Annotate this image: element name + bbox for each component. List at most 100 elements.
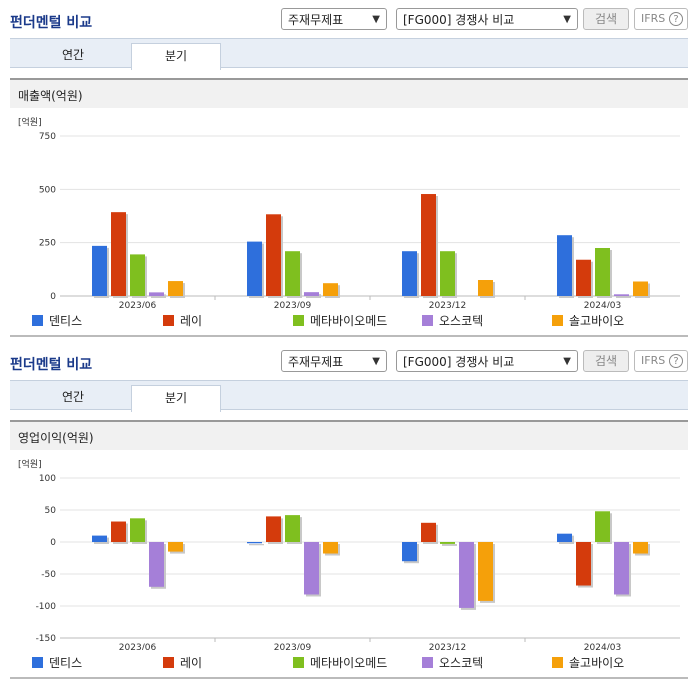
bar [557,235,572,296]
bar [633,281,648,296]
bar [402,542,417,562]
legend-swatch [422,315,433,326]
search-button[interactable]: 검색 [583,8,629,30]
legend-item[interactable]: 오스코텍 [422,654,483,671]
bar [440,542,455,544]
bar [285,515,300,542]
ifrs-label: IFRS [641,354,666,367]
bar [614,294,629,296]
bar [111,521,126,542]
bar [285,251,300,296]
legend-swatch [163,657,174,668]
x-tick-label: 2024/03 [584,643,621,650]
legend-swatch [552,657,563,668]
panel-revenue: 펀더멘털 비교 주재무제표 ▼ [FG000] 경쟁사 비교 ▼ 검색 IFRS… [0,0,696,337]
bar [149,542,164,587]
search-button[interactable]: 검색 [583,350,629,372]
comparison-select-value: [FG000] 경쟁사 비교 [403,13,515,27]
tab-annual[interactable]: 연간 [61,48,85,62]
bar [421,194,436,296]
legend-label: 덴티스 [49,314,83,328]
legend-label: 레이 [180,656,203,670]
bar [478,542,493,601]
x-tick-label: 2023/12 [429,301,466,308]
y-tick-label: 0 [50,538,56,548]
legend-item[interactable]: 메타바이오메드 [293,312,387,329]
bar [304,542,319,595]
legend-label: 메타바이오메드 [310,314,388,328]
revenue-bar-chart: [억원] 0 250 500 750 2023/06 2023/09 2023/12 2024/… [18,116,680,308]
bar [168,281,183,296]
legend-swatch [293,657,304,668]
x-tick-label: 2023/09 [274,301,312,308]
bar-shadow [616,296,631,298]
legend-label: 솔고바이오 [569,656,625,670]
panel-header: 펀더멘털 비교 주재무제표 ▼ [FG000] 경쟁사 비교 ▼ 검색 IFRS… [0,342,696,380]
bar [323,283,338,296]
operating-profit-bar-chart: [억원] -150 -100 -50 0 50 100 2023/06 2023/09 2023/… [18,458,680,650]
comparison-select-value: [FG000] 경쟁사 비교 [403,355,515,369]
bar [478,280,493,296]
section-title: 매출액(억원) [18,89,83,103]
section-header: 영업이익(억원) [10,420,688,450]
bar [402,251,417,296]
panel-header: 펀더멘털 비교 주재무제표 ▼ [FG000] 경쟁사 비교 ▼ 검색 IFRS… [0,0,696,38]
tab-quarterly[interactable]: 분기 [131,43,221,70]
panel-operating-profit: 펀더멘털 비교 주재무제표 ▼ [FG000] 경쟁사 비교 ▼ 검색 IFRS… [0,342,696,684]
chart-legend: 덴티스 레이 메타바이오메드 오스코텍 솔고바이오 [10,654,688,676]
y-tick-label: 250 [39,239,56,249]
panel-title: 펀더멘털 비교 [10,15,93,31]
legend-item[interactable]: 오스코텍 [422,312,483,329]
period-tabs: 연간 분기 [10,38,688,70]
tab-annual[interactable]: 연간 [61,390,85,404]
legend-swatch [32,657,43,668]
comparison-select[interactable]: [FG000] 경쟁사 비교 ▼ [396,350,578,372]
legend-item[interactable]: 솔고바이오 [552,654,624,671]
bar [247,241,262,296]
divider [10,335,688,337]
legend-swatch [163,315,174,326]
bar-shadow [442,544,457,546]
section-header: 매출액(억원) [10,78,688,108]
x-tick-label: 2023/12 [429,643,466,650]
y-tick-label: 50 [45,506,57,516]
tab-quarterly[interactable]: 분기 [131,385,221,412]
legend-item[interactable]: 솔고바이오 [552,312,624,329]
help-icon: ? [669,12,683,26]
bar [595,248,610,296]
legend-label: 메타바이오메드 [310,656,388,670]
y-tick-label: -150 [36,634,57,644]
section-title: 영업이익(억원) [18,431,94,445]
statement-select[interactable]: 주재무제표 ▼ [281,8,387,30]
y-tick-label: -50 [41,570,56,580]
bar [459,542,474,608]
legend-item[interactable]: 메타바이오메드 [293,654,387,671]
legend-item[interactable]: 덴티스 [32,312,82,329]
ifrs-button[interactable]: IFRS ? [634,350,688,372]
chevron-down-icon: ▼ [563,356,571,367]
bar [130,518,145,542]
legend-label: 솔고바이오 [569,314,625,328]
bar [111,212,126,296]
statement-select[interactable]: 주재무제표 ▼ [281,350,387,372]
bar [557,533,572,542]
chevron-down-icon: ▼ [372,356,380,367]
ifrs-button[interactable]: IFRS ? [634,8,688,30]
bar-shadow [306,294,321,298]
statement-select-value: 주재무제표 [288,355,344,369]
chart-legend: 덴티스 레이 메타바이오메드 오스코텍 솔고바이오 [10,312,688,334]
bar-shadow [249,544,264,546]
y-tick-label: -100 [36,602,57,612]
bar [576,542,591,586]
y-unit-label: [억원] [18,458,42,470]
legend-item[interactable]: 레이 [163,654,202,671]
comparison-select[interactable]: [FG000] 경쟁사 비교 ▼ [396,8,578,30]
legend-item[interactable]: 레이 [163,312,202,329]
y-tick-label: 0 [50,292,56,302]
legend-item[interactable]: 덴티스 [32,654,82,671]
bar [168,542,183,552]
ifrs-label: IFRS [641,12,666,25]
bar [595,511,610,542]
legend-swatch [293,315,304,326]
y-tick-label: 500 [39,185,56,195]
